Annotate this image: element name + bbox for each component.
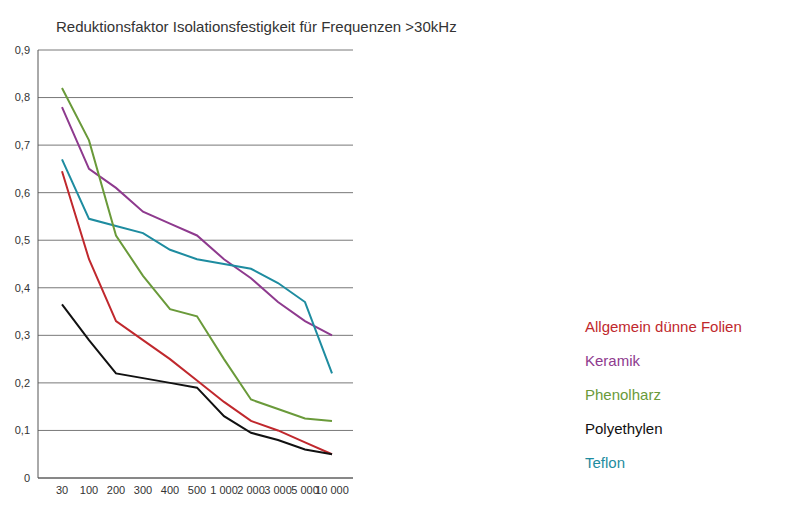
svg-text:0,8: 0,8 bbox=[15, 91, 30, 103]
svg-text:300: 300 bbox=[134, 484, 152, 496]
svg-text:400: 400 bbox=[161, 484, 179, 496]
svg-text:30: 30 bbox=[56, 484, 68, 496]
svg-text:0,3: 0,3 bbox=[15, 329, 30, 341]
html-text:Phenolharz: Phenolharz bbox=[585, 386, 661, 403]
svg-text:0,9: 0,9 bbox=[15, 44, 30, 56]
svg-text:10 000: 10 000 bbox=[315, 484, 349, 496]
svg-text:0,4: 0,4 bbox=[15, 282, 30, 294]
svg-text:0: 0 bbox=[24, 472, 30, 484]
svg-text:5 000: 5 000 bbox=[291, 483, 319, 496]
html-text:Teflon: Teflon bbox=[585, 454, 625, 471]
html-text:Reduktionsfaktor Isolationsfes: Reduktionsfaktor Isolationsfestigkeit fü… bbox=[56, 18, 457, 35]
svg-text:0,1: 0,1 bbox=[15, 424, 30, 436]
svg-text:1 000: 1 000 bbox=[210, 484, 238, 496]
svg-text:200: 200 bbox=[107, 484, 125, 496]
svg-text:500: 500 bbox=[188, 484, 206, 496]
svg-text:0,7: 0,7 bbox=[15, 139, 30, 151]
svg-text:2 000: 2 000 bbox=[237, 484, 265, 496]
svg-text:0,5: 0,5 bbox=[15, 234, 30, 246]
svg-text:0,6: 0,6 bbox=[15, 187, 30, 199]
html-text:Allgemein dünne Folien: Allgemein dünne Folien bbox=[585, 318, 742, 335]
svg-text:3 000: 3 000 bbox=[264, 484, 292, 496]
svg-text:0,2: 0,2 bbox=[15, 377, 30, 389]
html-text:Polyethylen: Polyethylen bbox=[585, 420, 663, 437]
html-text:Keramik: Keramik bbox=[585, 352, 640, 369]
svg-text:100: 100 bbox=[80, 484, 98, 496]
